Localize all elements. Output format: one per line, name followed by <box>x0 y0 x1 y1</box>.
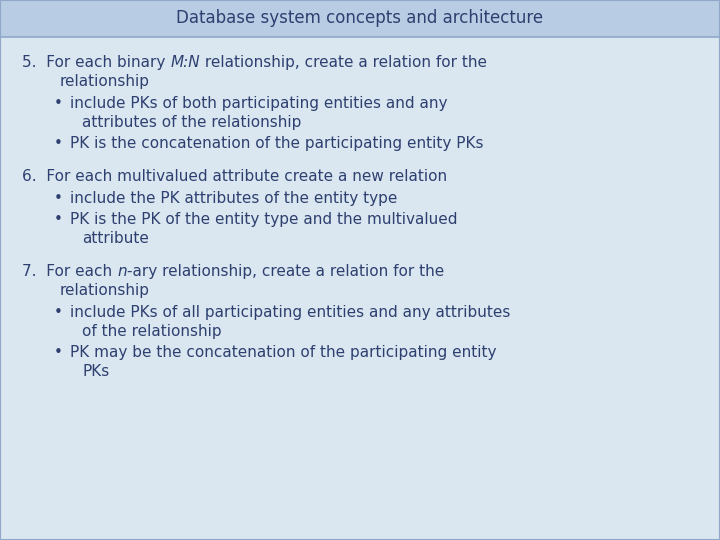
Text: 5.  For each binary: 5. For each binary <box>22 55 170 70</box>
Text: include the PK attributes of the entity type: include the PK attributes of the entity … <box>70 191 397 206</box>
Text: PK is the PK of the entity type and the multivalued: PK is the PK of the entity type and the … <box>70 212 457 227</box>
Text: •: • <box>53 136 63 151</box>
Text: •: • <box>53 345 63 360</box>
Text: Database system concepts and architecture: Database system concepts and architectur… <box>176 9 544 28</box>
Text: PK may be the concatenation of the participating entity: PK may be the concatenation of the parti… <box>70 345 497 360</box>
Text: 6.  For each multivalued attribute create a new relation: 6. For each multivalued attribute create… <box>22 168 447 184</box>
Text: relationship: relationship <box>60 283 150 298</box>
Text: •: • <box>53 191 63 206</box>
FancyBboxPatch shape <box>0 0 720 37</box>
Text: attribute: attribute <box>82 231 149 246</box>
Text: M:N: M:N <box>170 55 200 70</box>
Text: relationship: relationship <box>60 74 150 89</box>
Text: attributes of the relationship: attributes of the relationship <box>82 114 302 130</box>
Text: include PKs of both participating entities and any: include PKs of both participating entiti… <box>70 96 448 111</box>
Text: relationship, create a relation for the: relationship, create a relation for the <box>200 55 487 70</box>
Text: PK is the concatenation of the participating entity PKs: PK is the concatenation of the participa… <box>70 136 484 151</box>
Text: -ary relationship, create a relation for the: -ary relationship, create a relation for… <box>127 264 444 279</box>
Text: 7.  For each: 7. For each <box>22 264 117 279</box>
Text: •: • <box>53 212 63 227</box>
Text: PKs: PKs <box>82 364 109 379</box>
Text: •: • <box>53 305 63 320</box>
Text: include PKs of all participating entities and any attributes: include PKs of all participating entitie… <box>70 305 510 320</box>
Text: •: • <box>53 96 63 111</box>
Text: n: n <box>117 264 127 279</box>
Text: of the relationship: of the relationship <box>82 323 222 339</box>
